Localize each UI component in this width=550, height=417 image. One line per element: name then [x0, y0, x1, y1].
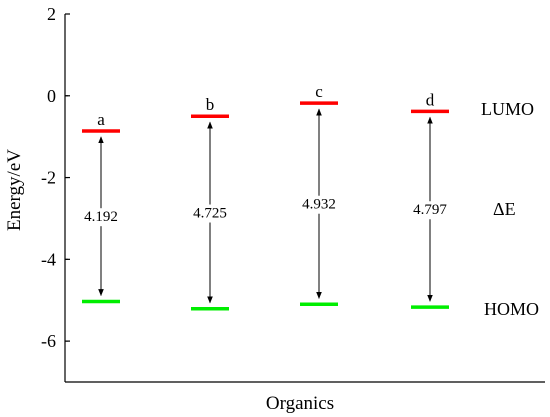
gap-label-c: 4.932: [302, 197, 336, 213]
level-label-b: b: [206, 95, 215, 114]
delta-e-side-label: ΔE: [493, 199, 516, 219]
y-tick-label: 0: [47, 86, 56, 106]
level-label-c: c: [315, 82, 323, 101]
homo-side-label: HOMO: [484, 299, 539, 319]
y-tick-label: -2: [41, 168, 56, 188]
y-tick-label: -4: [41, 249, 56, 269]
gap-label-b: 4.725: [193, 206, 227, 222]
y-ticks: 2 0 -2 -4 -6: [41, 4, 70, 351]
gap-label-bg-c: [300, 195, 338, 214]
gap-label-a: 4.192: [84, 209, 118, 225]
y-tick-label: -6: [41, 331, 56, 351]
gap-label-bg-b: [191, 204, 229, 223]
x-axis-title: Organics: [266, 393, 334, 414]
level-label-d: d: [426, 90, 435, 109]
lumo-side-label: LUMO: [481, 99, 534, 119]
y-tick-label: 2: [47, 4, 56, 24]
level-label-a: a: [97, 110, 105, 129]
gap-label-bg-d: [411, 201, 450, 220]
energy-levels: a 4.192 b 4.725 c 4.932 d 4.797: [82, 82, 450, 311]
gap-label-d: 4.797: [413, 202, 447, 218]
y-axis-title: Energy/eV: [4, 149, 25, 231]
gap-label-bg-a: [82, 208, 120, 227]
